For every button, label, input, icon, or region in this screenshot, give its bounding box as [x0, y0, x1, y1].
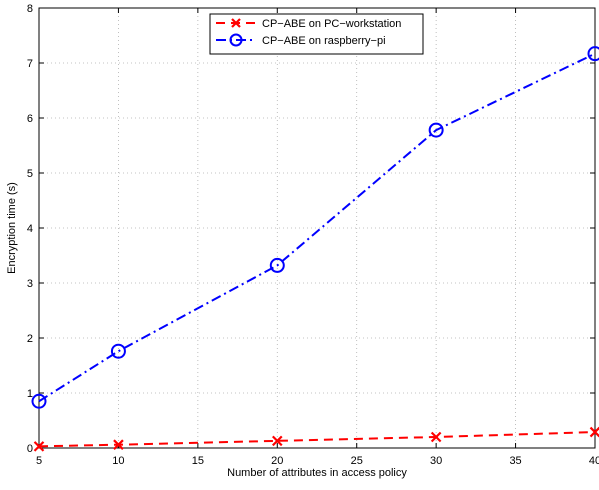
series-pc-workstation — [35, 428, 599, 451]
y-tick-label: 3 — [27, 278, 33, 290]
x-tick-label: 30 — [430, 455, 442, 467]
x-tick-label: 25 — [351, 455, 363, 467]
y-tick-label: 0 — [27, 443, 33, 455]
y-tick-label: 8 — [27, 3, 33, 15]
y-tick-label: 2 — [27, 333, 33, 345]
legend: CP−ABE on PC−workstation CP−ABE on raspbe… — [210, 14, 423, 54]
y-tick-label: 1 — [27, 388, 33, 400]
y-axis-label: Encryption time (s) — [6, 182, 18, 274]
data-point-marker — [112, 345, 125, 358]
y-tick-label: 6 — [27, 113, 33, 125]
x-tick-label: 15 — [192, 455, 204, 467]
y-tick-label: 5 — [27, 168, 33, 180]
series-line — [39, 54, 595, 402]
grid-layer — [39, 8, 595, 448]
legend-label: CP−ABE on PC−workstation — [262, 18, 401, 30]
x-tick-label: 35 — [509, 455, 521, 467]
x-tick-label: 40 — [589, 455, 599, 467]
y-tick-label: 4 — [27, 223, 33, 235]
y-tick-label: 7 — [27, 58, 33, 70]
data-point-marker — [589, 47, 599, 60]
series-layer — [33, 47, 599, 451]
x-axis-label: Number of attributes in access policy — [227, 467, 407, 479]
x-tick-label: 5 — [36, 455, 42, 467]
series-raspberry-pi — [33, 47, 599, 408]
legend-label: CP−ABE on raspberry−pi — [262, 35, 386, 47]
x-tick-label: 20 — [271, 455, 283, 467]
series-line — [39, 432, 595, 446]
x-tick-label: 10 — [112, 455, 124, 467]
